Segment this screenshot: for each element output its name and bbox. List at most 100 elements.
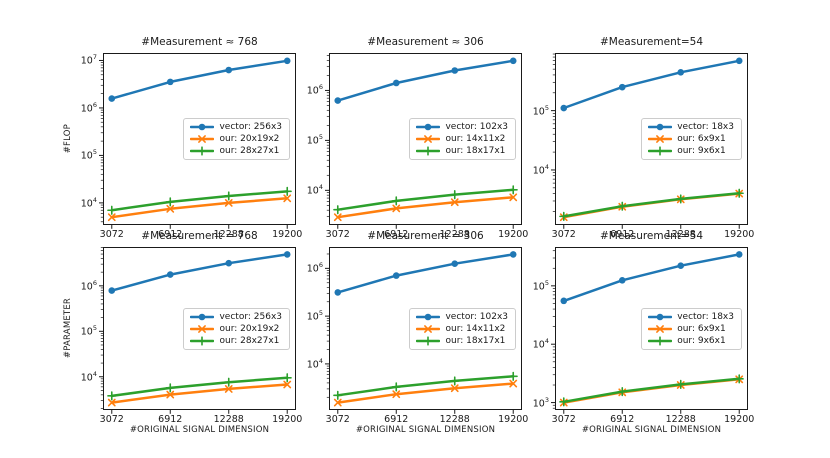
legend-item: vector: 18x3 xyxy=(648,122,734,132)
circle-marker-vector-18x3 xyxy=(735,57,743,65)
x-marker-our-20x19x2 xyxy=(107,213,116,222)
x-tick-label: 19200 xyxy=(272,229,303,240)
legend-x-marker-icon xyxy=(416,135,441,143)
legend-marker-glyph xyxy=(424,135,433,143)
plus-marker-our-9x6x1 xyxy=(676,194,686,204)
plus-marker-our-18x17x1 xyxy=(508,371,518,381)
plus-marker-our-9x6x1 xyxy=(734,188,744,198)
legend-marker-glyph xyxy=(199,313,206,320)
legend-item: our: 28x27x1 xyxy=(190,146,282,156)
series-line-vector-102x3 xyxy=(336,253,515,294)
x-tick-label: 3072 xyxy=(551,229,576,240)
x-tick-label: 6912 xyxy=(384,229,409,240)
x-marker-our-20x19x2 xyxy=(224,385,233,393)
x-tick-label: 6912 xyxy=(610,229,635,240)
x-marker-our-20x19x2 xyxy=(283,194,292,203)
legend-marker-glyph xyxy=(656,313,664,320)
plus-marker-our-18x17x1 xyxy=(391,382,401,392)
legend-item: our: 14x11x2 xyxy=(416,324,508,334)
series-line-our-9x6x1 xyxy=(562,377,741,404)
plus-marker-our-28x27x1 xyxy=(224,191,234,201)
circle-marker-vector-256x3 xyxy=(225,259,233,267)
legend-marker-glyph xyxy=(656,324,665,333)
x-tick-label: 19200 xyxy=(498,414,529,425)
legend-item: our: 20x19x2 xyxy=(190,134,282,144)
x-marker-our-14x11x2 xyxy=(509,379,518,388)
legend-x-marker-icon xyxy=(190,324,215,333)
x-tick-label: 12288 xyxy=(665,414,696,425)
y-tick-label: 105 xyxy=(306,133,323,147)
x-tick-label: 19200 xyxy=(724,229,755,240)
y-tick-label: 104 xyxy=(532,337,549,351)
legend-marker-glyph xyxy=(424,324,433,333)
legend-label: our: 28x27x1 xyxy=(219,335,280,346)
legend-item: vector: 102x3 xyxy=(416,122,508,132)
circle-marker-vector-256x3 xyxy=(166,271,174,278)
legend-item: our: 20x19x2 xyxy=(190,324,282,334)
y-axis-label: #FLOP xyxy=(63,124,73,154)
x-tick-label: 19200 xyxy=(498,229,529,240)
subplot-flop-m306: #Measurement ≈ 306 3072 6912 12288 19200 104… xyxy=(307,36,529,240)
legend-item: our: 6x9x1 xyxy=(648,134,734,144)
x-tick-label: 3072 xyxy=(99,414,124,425)
legend-label: vector: 256x3 xyxy=(219,122,282,132)
x-marker-our-20x19x2 xyxy=(283,380,292,389)
plus-marker-our-18x17x1 xyxy=(450,376,460,386)
series-line-our-20x19x2 xyxy=(110,197,289,219)
plus-marker-our-9x6x1 xyxy=(734,374,744,384)
x-tick-label: 12288 xyxy=(439,414,470,425)
circle-marker-vector-256x3 xyxy=(108,287,116,294)
legend-plus-marker-icon xyxy=(190,335,215,346)
legend: vector: 102x3 our: 14x11x2 our: 18x17x1 xyxy=(409,118,516,160)
legend-plus-marker-icon xyxy=(648,335,673,346)
x-tick-label: 12288 xyxy=(665,229,696,240)
plus-marker-our-18x17x1 xyxy=(391,196,401,206)
legend-label: vector: 256x3 xyxy=(219,311,282,322)
plus-marker-our-28x27x1 xyxy=(107,205,117,215)
circle-marker-vector-18x3 xyxy=(560,104,568,112)
legend-label: vector: 102x3 xyxy=(445,122,508,132)
x-marker-our-20x19x2 xyxy=(166,390,175,399)
x-tick-label: 19200 xyxy=(272,414,303,425)
y-tick-label: 104 xyxy=(80,369,97,384)
legend-marker-glyph xyxy=(655,146,665,156)
legend-plus-marker-icon xyxy=(416,335,441,346)
plot-title: #Measurement=54 xyxy=(599,36,704,48)
plus-marker-our-9x6x1 xyxy=(559,397,569,407)
circle-marker-vector-18x3 xyxy=(560,297,568,305)
legend-circle-marker-icon xyxy=(416,123,441,131)
legend-marker-glyph xyxy=(423,335,434,346)
plus-marker-our-9x6x1 xyxy=(559,211,569,221)
subplot-param-m54: #Measurement=54 #ORIGINAL SIGNAL DIMENSI… xyxy=(533,230,755,435)
plus-marker-our-28x27x1 xyxy=(224,377,234,387)
x-marker-our-20x19x2 xyxy=(166,204,175,213)
circle-marker-vector-18x3 xyxy=(677,262,685,270)
plot-canvas xyxy=(551,53,748,229)
x-tick-label: 6912 xyxy=(610,414,635,425)
legend-item: our: 9x6x1 xyxy=(648,336,734,346)
plus-marker-our-28x27x1 xyxy=(282,373,292,383)
circle-marker-vector-18x3 xyxy=(618,83,626,91)
y-tick-label: 105 xyxy=(80,148,97,162)
legend: vector: 102x3 our: 14x11x2 our: 18x17x1 xyxy=(409,307,516,350)
legend-marker-glyph xyxy=(423,146,434,156)
plus-marker-our-28x27x1 xyxy=(165,383,175,393)
plot-title: #Measurement = 768 xyxy=(141,230,258,242)
x-tick-label: 12288 xyxy=(213,229,244,240)
x-axis-label: #ORIGINAL SIGNAL DIMENSION xyxy=(581,425,722,435)
x-tick-label: 3072 xyxy=(325,414,350,425)
series-line-our-9x6x1 xyxy=(562,191,741,218)
circle-marker-vector-102x3 xyxy=(392,272,400,279)
plus-marker-our-9x6x1 xyxy=(617,201,627,211)
legend-item: vector: 256x3 xyxy=(190,122,282,132)
circle-marker-vector-102x3 xyxy=(451,260,459,267)
legend-marker-glyph xyxy=(197,146,208,156)
circle-marker-vector-102x3 xyxy=(509,251,517,258)
y-tick-label: 104 xyxy=(80,196,97,210)
plot-title: #Measurement ≈ 306 xyxy=(367,36,484,48)
series-line-our-14x11x2 xyxy=(336,196,515,219)
series-line-our-20x19x2 xyxy=(110,383,289,404)
legend-marker-glyph xyxy=(198,135,207,143)
plus-marker-our-18x17x1 xyxy=(508,185,518,195)
series-line-our-28x27x1 xyxy=(110,376,289,398)
